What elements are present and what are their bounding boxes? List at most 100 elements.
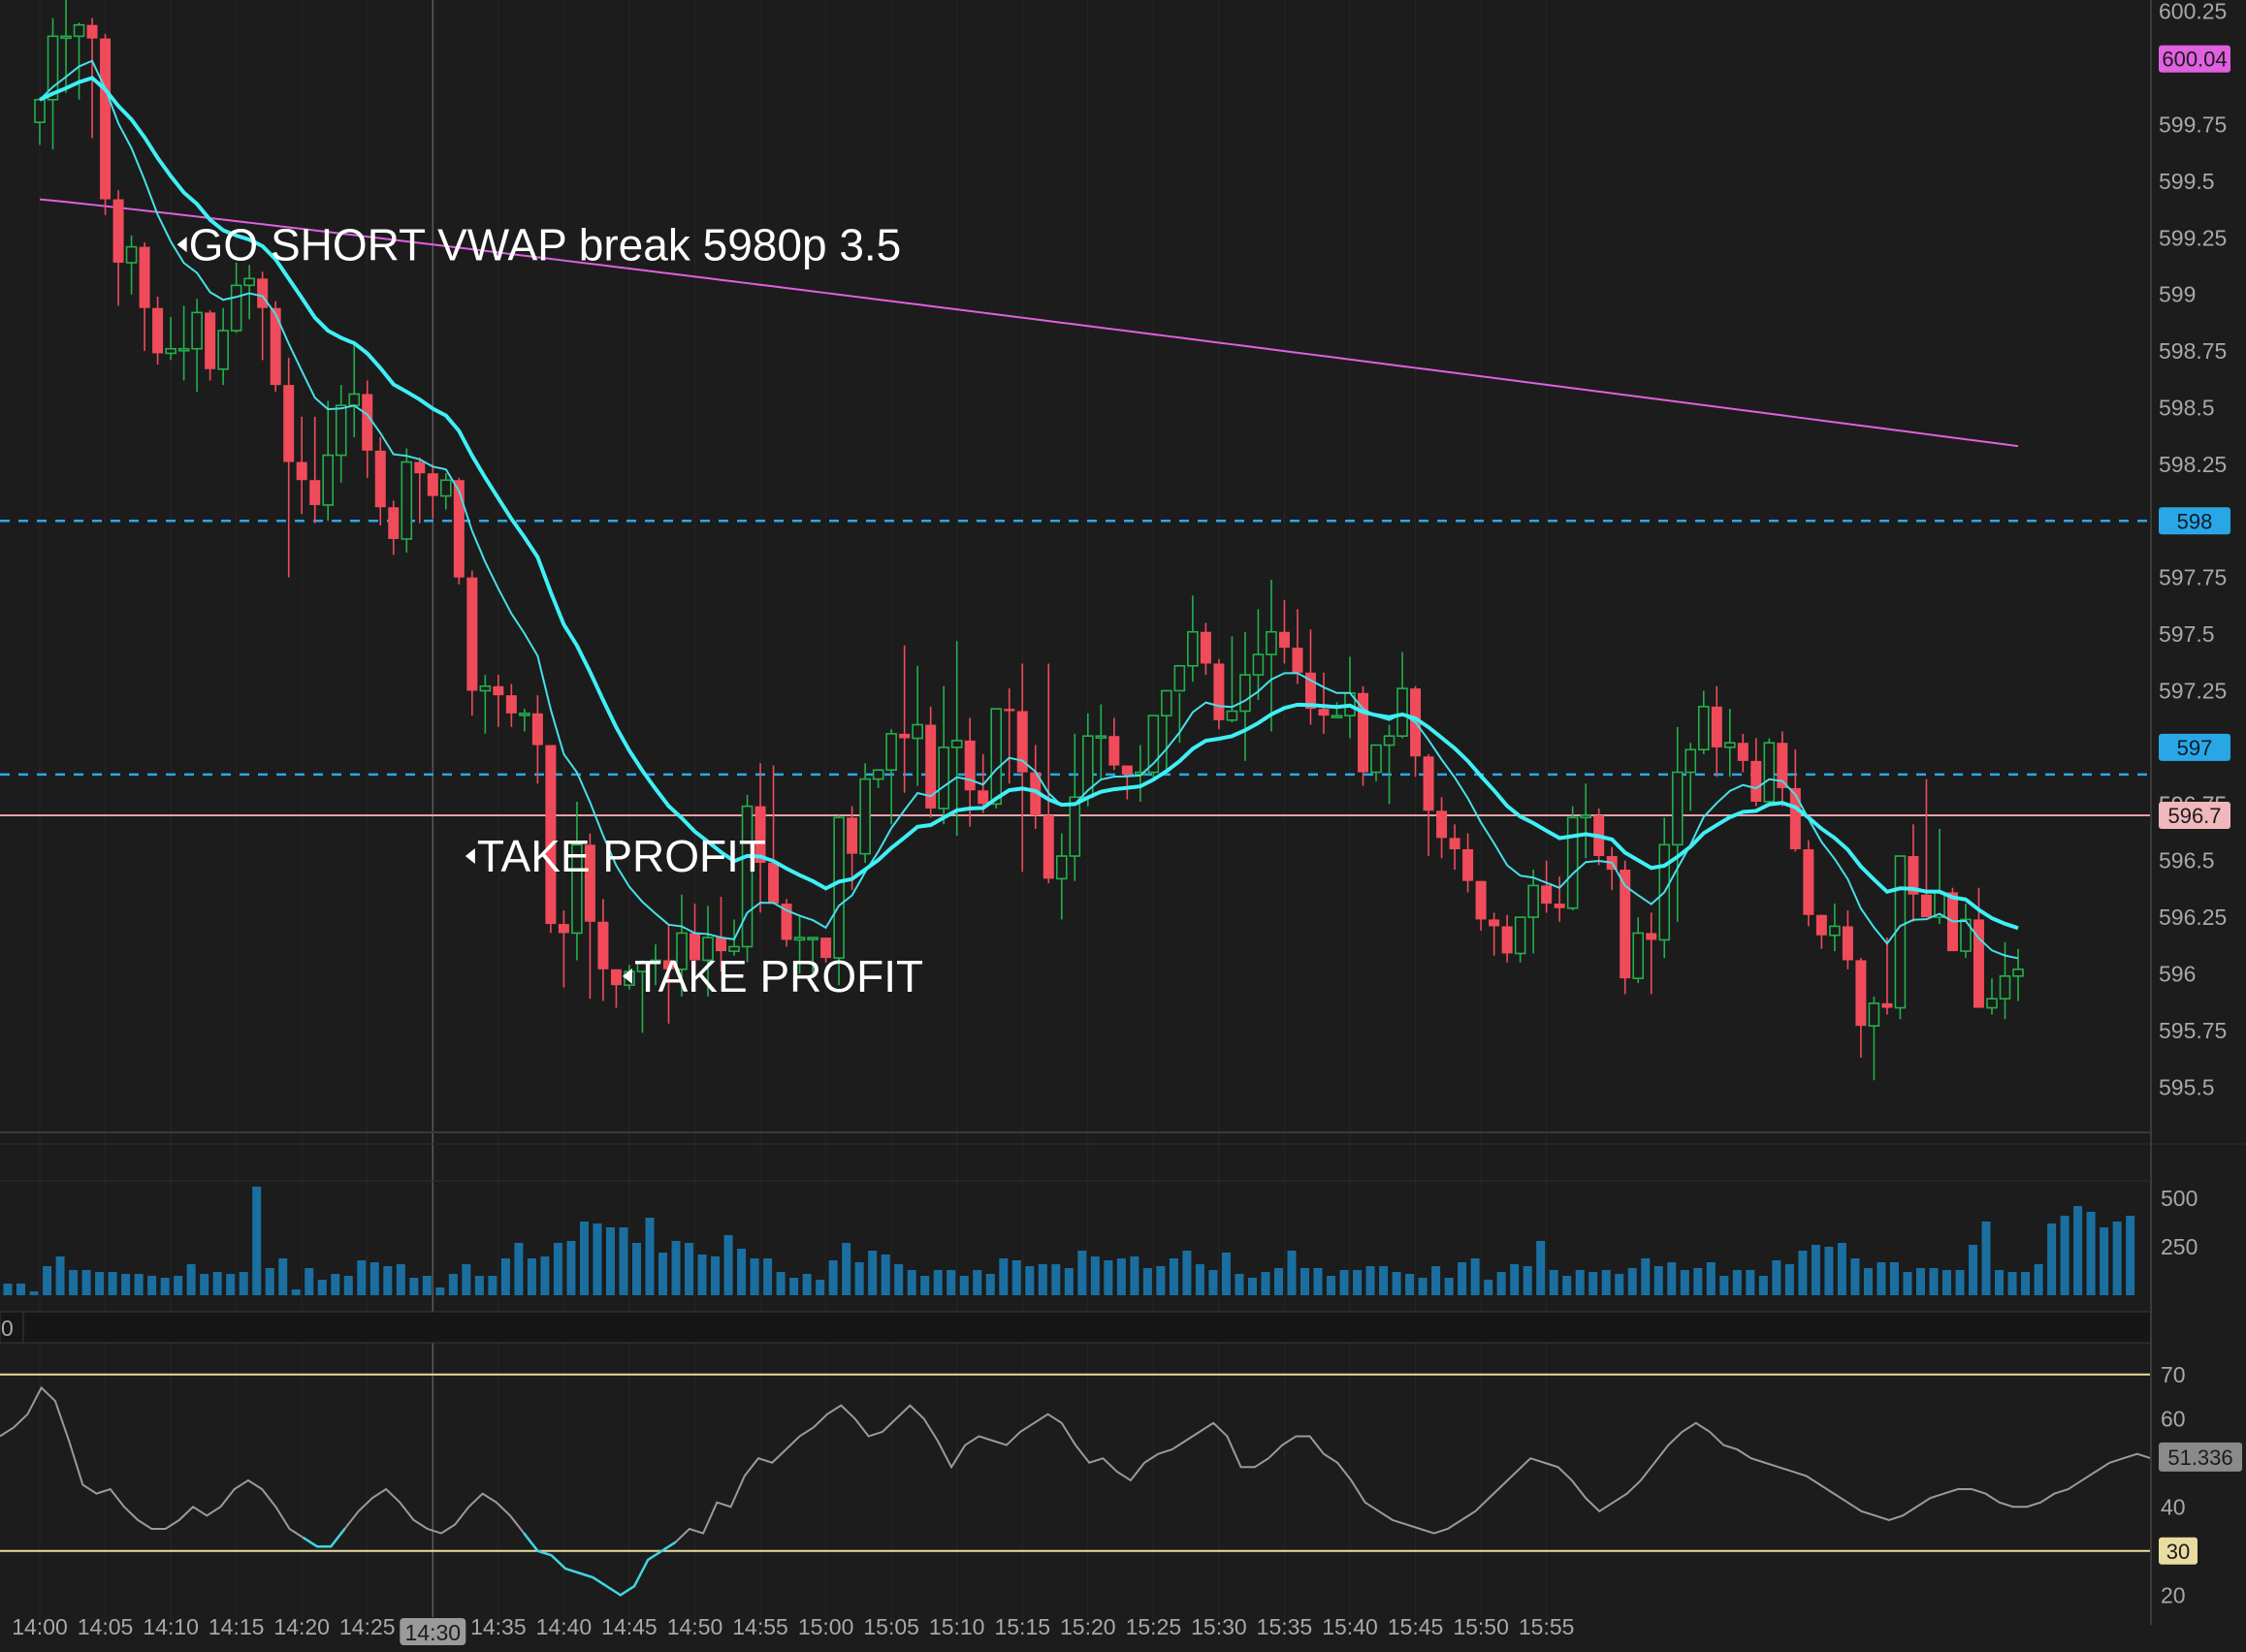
candle[interactable]: [610, 969, 622, 1008]
candle[interactable]: [885, 729, 897, 825]
candle[interactable]: [1986, 978, 1998, 1015]
candle[interactable]: [1055, 833, 1068, 920]
candle[interactable]: [1449, 824, 1460, 871]
candle[interactable]: [243, 265, 255, 320]
candle[interactable]: [1737, 733, 1749, 773]
candle[interactable]: [205, 310, 216, 381]
candle[interactable]: [1370, 744, 1382, 781]
candle[interactable]: [1580, 783, 1591, 859]
candle[interactable]: [1278, 600, 1290, 664]
candle[interactable]: [1121, 765, 1133, 800]
candle[interactable]: [1358, 685, 1369, 786]
candle[interactable]: [1069, 733, 1081, 881]
candle[interactable]: [950, 641, 963, 836]
candle[interactable]: [1030, 745, 1042, 829]
candle[interactable]: [125, 235, 138, 295]
candle[interactable]: [781, 899, 792, 947]
candle[interactable]: [414, 457, 426, 524]
candle[interactable]: [112, 190, 124, 306]
candle[interactable]: [662, 924, 674, 1024]
candle[interactable]: [1266, 580, 1277, 732]
candle[interactable]: [1213, 658, 1225, 730]
candle[interactable]: [493, 675, 504, 727]
candle[interactable]: [1815, 914, 1827, 949]
candle[interactable]: [531, 695, 543, 784]
candle[interactable]: [1514, 916, 1526, 963]
candle[interactable]: [73, 22, 85, 100]
candle[interactable]: [1920, 778, 1932, 918]
candle[interactable]: [1475, 880, 1487, 932]
candle[interactable]: [453, 477, 465, 585]
candle[interactable]: [1331, 702, 1343, 718]
candle[interactable]: [1554, 876, 1565, 922]
candle[interactable]: [283, 358, 295, 578]
candle[interactable]: [1318, 672, 1330, 734]
candle[interactable]: [362, 380, 373, 478]
candle[interactable]: [1161, 689, 1172, 771]
candle[interactable]: [217, 307, 229, 386]
candle[interactable]: [322, 400, 335, 522]
candle[interactable]: [1396, 651, 1408, 739]
candle[interactable]: [1173, 664, 1186, 744]
candle[interactable]: [165, 317, 176, 361]
candle[interactable]: [1894, 855, 1907, 1020]
candle[interactable]: [650, 944, 661, 986]
candle[interactable]: [820, 937, 832, 963]
candle[interactable]: [388, 500, 400, 556]
candle[interactable]: [859, 763, 871, 864]
candle[interactable]: [990, 708, 1003, 809]
candle[interactable]: [1383, 724, 1396, 805]
candle[interactable]: [1147, 715, 1160, 779]
candle[interactable]: [1200, 622, 1211, 676]
candle[interactable]: [1304, 629, 1316, 725]
candle[interactable]: [1187, 595, 1199, 683]
candle[interactable]: [702, 905, 714, 997]
candle[interactable]: [1043, 663, 1054, 884]
candle[interactable]: [152, 297, 164, 365]
candle[interactable]: [374, 436, 386, 525]
candle[interactable]: [676, 894, 688, 997]
candle[interactable]: [1566, 806, 1579, 911]
candle[interactable]: [597, 899, 609, 1001]
candle[interactable]: [741, 794, 754, 963]
candle[interactable]: [1868, 996, 1880, 1081]
candle[interactable]: [427, 463, 438, 519]
candle[interactable]: [139, 241, 150, 352]
candle[interactable]: [1697, 690, 1710, 754]
candle[interactable]: [1501, 914, 1513, 963]
candle[interactable]: [1777, 731, 1788, 807]
candle[interactable]: [1684, 743, 1697, 811]
candle[interactable]: [309, 416, 321, 524]
candle[interactable]: [1095, 704, 1107, 779]
candle[interactable]: [768, 765, 780, 905]
candle[interactable]: [1292, 609, 1303, 684]
candle[interactable]: [1632, 917, 1645, 983]
candle[interactable]: [1711, 685, 1722, 778]
candle[interactable]: [1881, 937, 1893, 1015]
candle[interactable]: [690, 904, 700, 974]
candle[interactable]: [847, 806, 858, 891]
candle[interactable]: [479, 675, 492, 734]
candle[interactable]: [177, 305, 190, 381]
candle[interactable]: [833, 814, 845, 986]
candle[interactable]: [257, 271, 269, 361]
candle[interactable]: [872, 769, 884, 788]
candle[interactable]: [1855, 958, 1867, 1058]
candle[interactable]: [1829, 904, 1841, 952]
candle[interactable]: [1016, 663, 1028, 873]
candle[interactable]: [1239, 631, 1251, 761]
candle[interactable]: [47, 17, 59, 150]
candle[interactable]: [1108, 717, 1120, 771]
candle[interactable]: [584, 833, 595, 1000]
candle[interactable]: [100, 34, 112, 215]
candle[interactable]: [1436, 797, 1448, 859]
candle[interactable]: [1842, 910, 1853, 969]
candle[interactable]: [636, 960, 649, 1033]
candle[interactable]: [807, 937, 818, 979]
candle[interactable]: [1423, 753, 1434, 857]
candle[interactable]: [1489, 912, 1500, 956]
candle[interactable]: [296, 416, 307, 515]
candle[interactable]: [558, 910, 569, 988]
candle[interactable]: [505, 683, 517, 727]
candle[interactable]: [1671, 726, 1684, 922]
